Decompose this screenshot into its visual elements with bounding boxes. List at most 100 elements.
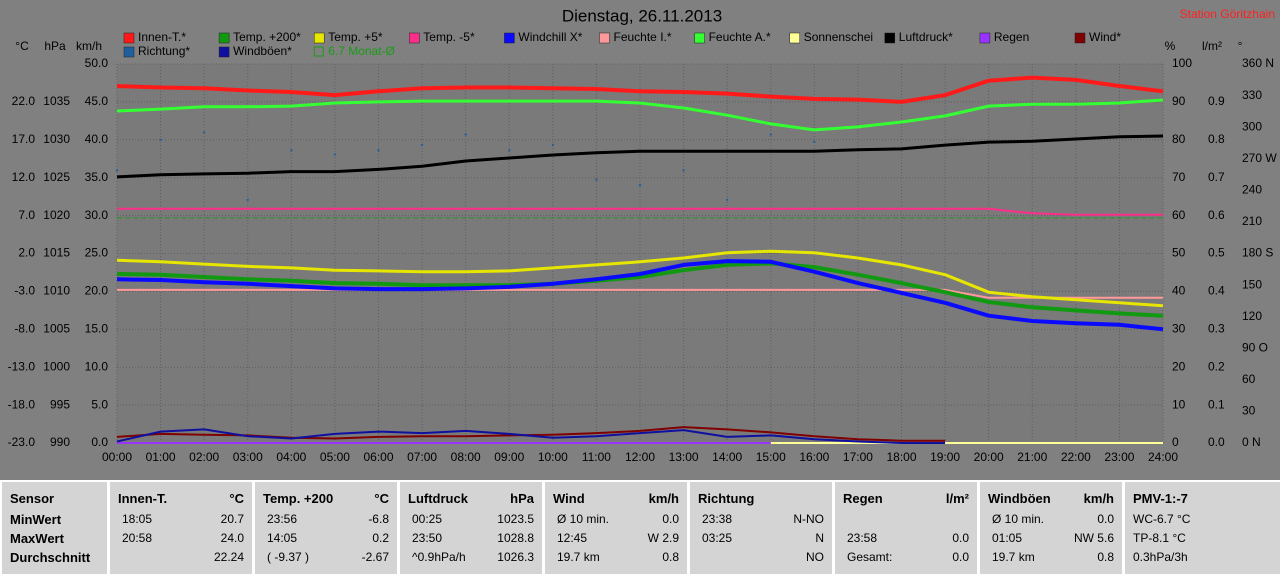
y-tick-label: 30	[1242, 404, 1256, 418]
y-tick-label: 0.2	[1208, 359, 1225, 373]
legend-label: 6.7 Monat-Ø	[328, 44, 395, 58]
series-line	[117, 288, 1163, 299]
direction-dot	[508, 149, 511, 152]
legend-swatch	[123, 46, 135, 58]
y-tick-label: 0.9	[1208, 94, 1225, 108]
series-line	[116, 428, 946, 444]
y-tick-label: 90 O	[1242, 340, 1268, 354]
x-tick-label: 13:00	[669, 450, 699, 464]
row-time: ^0.9hPa/h	[412, 550, 466, 564]
direction-dot	[813, 140, 816, 143]
x-tick-label: 09:00	[494, 450, 524, 464]
x-tick-label: 02:00	[189, 450, 219, 464]
x-tick-label: 01:00	[146, 450, 176, 464]
row-time: ( -9.37 )	[267, 550, 310, 564]
row-value: NW 5.6	[1073, 531, 1114, 545]
x-tick-label: 24:00	[1148, 450, 1178, 464]
x-tick-label: 04:00	[276, 450, 306, 464]
y-tick-label: 40.0	[85, 132, 109, 146]
y-tick-label: 120	[1242, 309, 1262, 323]
y-tick-label: 360 N	[1242, 56, 1274, 70]
row-time: Gesamt:	[847, 550, 893, 564]
x-tick-label: 23:00	[1104, 450, 1134, 464]
column-title: PMV-1:-7	[1133, 491, 1188, 506]
row-value: 22.24	[213, 550, 244, 564]
axis-unit: °	[1238, 39, 1243, 53]
table-column: Wind km/h Ø 10 min. 0.0 12:45 W 2.9 19.7 km 0.8	[545, 482, 687, 574]
legend-swatch	[123, 32, 135, 44]
column-unit: °C	[229, 491, 244, 506]
y-tick-label: 12.0	[12, 170, 36, 184]
row-value: 0.0	[662, 512, 679, 526]
row-value: 0.0	[952, 531, 969, 545]
row-value: 0.8	[1097, 550, 1114, 564]
axis-unit: hPa	[44, 39, 66, 53]
y-tick-label: 240	[1242, 183, 1262, 197]
chart: Dienstag, 26.11.2013 Station Göritzhain …	[8, 6, 1278, 464]
y-tick-label: 0.3	[1208, 321, 1225, 335]
y-tick-label: 1005	[43, 321, 70, 335]
x-tick-label: 03:00	[233, 450, 263, 464]
row-time: Ø 10 min.	[557, 512, 610, 526]
table-column: Regen l/m² 23:58 0.0 Gesamt: 0.0	[835, 482, 977, 574]
y-tick-label: 90	[1172, 94, 1186, 108]
y-tick-label: 995	[50, 397, 70, 411]
direction-dot	[159, 138, 162, 141]
row-value: 0.0	[952, 550, 969, 564]
y-tick-label: 0.5	[1208, 246, 1225, 260]
table-column: Temp. +200 °C 23:56 -6.8 14:05 0.2 ( -9.37 ) -2…	[255, 482, 397, 574]
legend-label: Temp. -5*	[423, 30, 475, 44]
x-tick-label: 19:00	[930, 450, 960, 464]
series-line	[116, 98, 1164, 132]
row-time: 00:25	[412, 512, 443, 526]
column-unit: hPa	[510, 491, 534, 506]
y-tick-label: 10	[1172, 397, 1186, 411]
y-tick-label: 0 N	[1242, 435, 1261, 449]
row-value: -2.67	[361, 550, 389, 564]
y-tick-label: 22.0	[12, 94, 36, 108]
y-tick-label: 1000	[43, 359, 70, 373]
y-tick-label: 15.0	[85, 321, 109, 335]
y-tick-label: -13.0	[8, 359, 36, 373]
direction-dot	[769, 133, 772, 136]
stats-table: Sensor MinWert MaxWert Durchschnitt Innen-T.…	[0, 480, 1280, 574]
row-label: MaxWert	[10, 531, 64, 546]
direction-dot	[333, 153, 336, 156]
column-unit: km/h	[648, 491, 679, 506]
x-tick-label: 00:00	[102, 450, 132, 464]
row-label: 0.3hPa/3h	[1133, 550, 1188, 564]
row-time: 01:05	[992, 531, 1023, 545]
x-tick-label: 16:00	[799, 450, 829, 464]
column-title: Wind	[553, 491, 585, 506]
table-column: Windböen km/h Ø 10 min. 0.0 01:05 NW 5.6 19.7 …	[980, 482, 1122, 574]
legend-label: Temp. +200*	[233, 30, 301, 44]
row-time: 14:05	[267, 531, 298, 545]
y-tick-label: 300	[1242, 119, 1262, 133]
table-column: Richtung 23:38 N-NO 03:25 N NO	[690, 482, 832, 574]
legend-label: Feuchte I.*	[614, 30, 672, 44]
row-value: -6.8	[368, 512, 389, 526]
legend-label: Wind*	[1089, 30, 1121, 44]
legend-swatch	[1074, 32, 1086, 44]
column-title: Regen	[843, 491, 883, 506]
legend-label: Sonnenschei	[804, 30, 873, 44]
axis-unit: km/h	[76, 39, 102, 53]
row-value: 0.8	[662, 550, 679, 564]
y-tick-label: 0.0	[91, 435, 108, 449]
row-time: 03:25	[702, 531, 733, 545]
table-column: Sensor MinWert MaxWert Durchschnitt	[2, 482, 107, 574]
legend-swatch	[313, 46, 324, 57]
legend-swatch	[789, 32, 800, 44]
direction-dot	[377, 149, 380, 152]
x-tick-label: 17:00	[843, 450, 873, 464]
table-column: PMV-1:-7 WC-6.7 °C TP-8.1 °C 0.3hPa/3h	[1125, 482, 1280, 574]
legend-label: Windchill X*	[518, 30, 582, 44]
column-unit: km/h	[1083, 491, 1114, 506]
x-tick-label: 08:00	[451, 450, 481, 464]
column-title: Richtung	[698, 491, 755, 506]
y-tick-label: 1030	[43, 132, 70, 146]
column-title: Temp. +200	[263, 491, 334, 506]
y-tick-label: 0.7	[1208, 170, 1225, 184]
legend-swatch	[979, 32, 991, 44]
row-value: 0.0	[1097, 512, 1114, 526]
